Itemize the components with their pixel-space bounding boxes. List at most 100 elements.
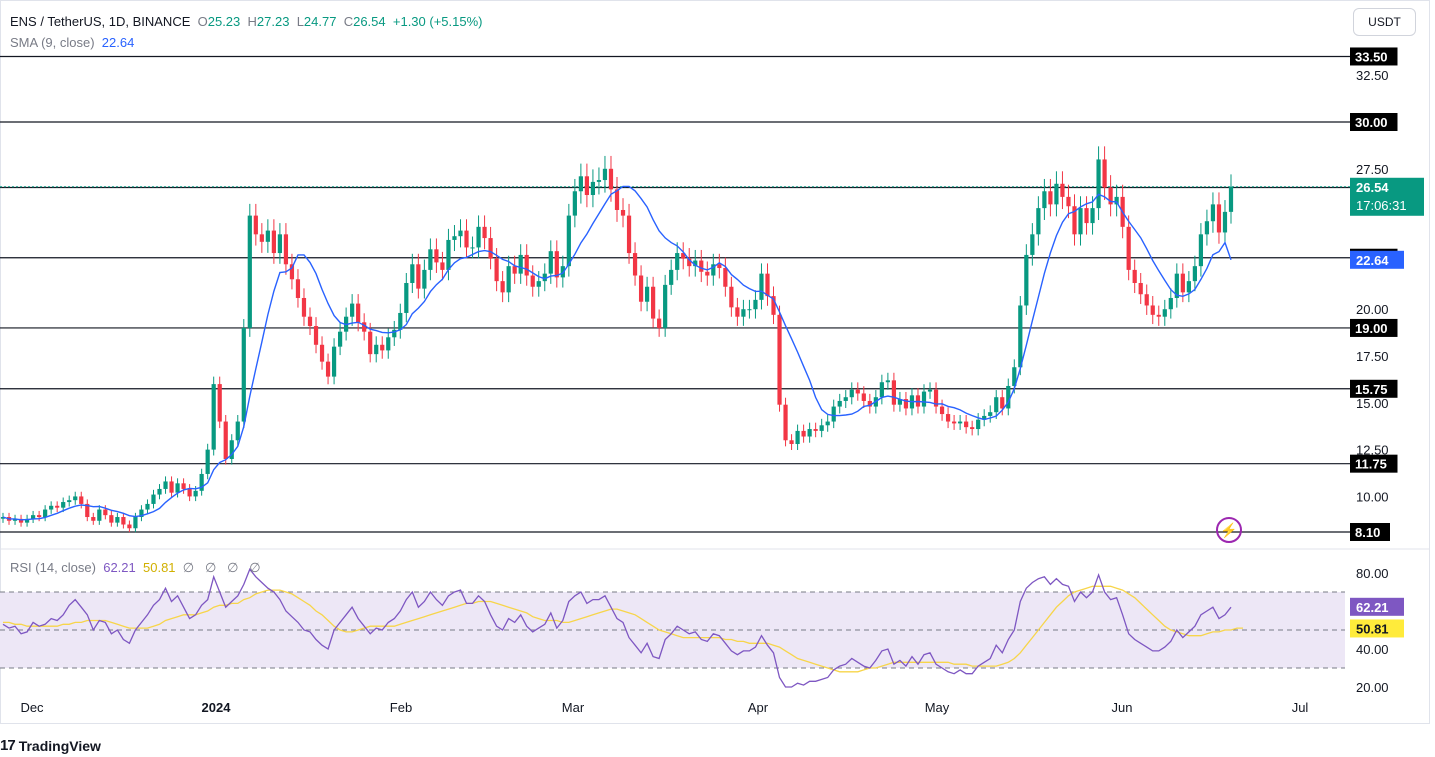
chart-frame <box>0 0 1430 724</box>
candle-body <box>885 380 890 383</box>
candle-body <box>982 415 987 420</box>
candle-body <box>452 236 457 240</box>
candle-body <box>632 253 638 276</box>
candle-body <box>500 281 505 293</box>
candle-body <box>289 264 295 280</box>
candle-body <box>988 412 993 416</box>
candle-body <box>717 264 722 269</box>
candle-body <box>608 168 614 190</box>
rsi-ma-value: 50.81 <box>143 560 176 575</box>
candle-body <box>1084 208 1089 224</box>
candle-body <box>747 309 752 311</box>
level-tag-bg-15.75 <box>1350 379 1398 398</box>
candle-body <box>518 254 523 274</box>
candle-body <box>536 281 541 287</box>
candle-body <box>783 404 788 441</box>
x-tick-Mar: Mar <box>562 700 585 715</box>
candle-body <box>235 421 240 441</box>
candle-body <box>307 316 313 327</box>
candle-body <box>446 239 451 270</box>
candle-body <box>428 249 433 270</box>
level-tag-33.50: 33.50 <box>1355 49 1388 64</box>
sma-label[interactable]: SMA (9, close) <box>10 35 95 50</box>
candle-body <box>1048 191 1053 205</box>
candle-body <box>831 406 836 422</box>
candle-body <box>933 389 939 407</box>
close-value: 26.54 <box>353 14 386 29</box>
price-tick-12.50: 12.50 <box>1356 443 1389 458</box>
candle-body <box>356 303 361 323</box>
x-tick-Jul: Jul <box>1292 700 1309 715</box>
level-tag-19.00: 19.00 <box>1355 321 1388 336</box>
candle-body <box>976 419 981 430</box>
candle-body <box>1078 208 1083 235</box>
level-tag-bg-30.00 <box>1350 113 1398 131</box>
rsi-ma-tag-bg <box>1350 619 1404 638</box>
candle-body <box>374 344 379 355</box>
candle-body <box>253 215 258 235</box>
candle-body <box>1126 226 1131 270</box>
candle-body <box>1198 234 1204 267</box>
rsi-line <box>2 567 1232 688</box>
candle-body <box>331 346 337 377</box>
sma-tag: 22.64 <box>1356 253 1389 268</box>
level-tag-bg-33.50 <box>1350 47 1398 66</box>
candle-body <box>193 490 198 497</box>
lightning-icon[interactable]: ⚡ <box>1216 517 1242 543</box>
sma-legend: SMA (9, close) 22.64 <box>10 35 134 50</box>
candle-body <box>970 427 975 430</box>
candle-body <box>1156 314 1161 317</box>
symbol-title[interactable]: ENS / TetherUS, 1D, BINANCE <box>10 14 191 29</box>
candle-body <box>79 496 84 504</box>
candle-body <box>211 384 216 450</box>
candle-body <box>458 230 463 237</box>
candle-body <box>1018 305 1023 368</box>
candle-body <box>73 496 78 501</box>
candle-body <box>620 209 626 216</box>
candle-body <box>927 389 933 392</box>
candle-body <box>795 430 800 445</box>
candle-body <box>566 215 571 267</box>
x-tick-Jun: Jun <box>1112 700 1133 715</box>
currency-button[interactable]: USDT <box>1353 8 1416 36</box>
rsi-label[interactable]: RSI (14, close) <box>10 560 96 575</box>
candle-body <box>771 296 776 315</box>
tradingview-logo[interactable]: 17 TradingView <box>0 737 101 754</box>
candle-body <box>410 264 415 284</box>
candle-body <box>18 518 24 523</box>
candle-body <box>313 326 319 345</box>
candle-body <box>151 494 156 504</box>
candle-body <box>416 264 421 289</box>
x-tick-Feb: Feb <box>390 700 412 715</box>
rsi-value: 62.21 <box>103 560 136 575</box>
candle-body <box>1030 234 1035 255</box>
candle-body <box>939 406 945 415</box>
candle-body <box>867 400 872 407</box>
candle-body <box>1096 159 1101 209</box>
candle-body <box>97 509 102 521</box>
candle-body <box>1108 187 1113 205</box>
candle-body <box>350 303 355 317</box>
candle-body <box>735 307 740 317</box>
close-label: C <box>343 14 354 29</box>
candle-body <box>1192 266 1197 282</box>
candle-body <box>861 393 866 401</box>
level-tag-11.75: 11.75 <box>1355 457 1387 472</box>
candle-body <box>524 254 529 276</box>
candle-body <box>1072 206 1077 235</box>
candle-body <box>103 509 108 516</box>
candle-body <box>422 269 427 289</box>
level-tag-bg-11.75 <box>1350 454 1398 473</box>
brand-name: TradingView <box>18 737 101 754</box>
candle-body <box>440 262 445 270</box>
candle-body <box>271 230 276 254</box>
candle-body <box>825 421 830 426</box>
rsi-extra-1: ∅ <box>182 560 195 575</box>
candle-body <box>729 286 734 308</box>
level-tag-bg-19.00 <box>1350 318 1398 337</box>
candle-body <box>1036 208 1041 235</box>
candle-body <box>1006 385 1011 409</box>
price-tick-15.00: 15.00 <box>1356 396 1389 411</box>
candle-body <box>1054 183 1059 205</box>
